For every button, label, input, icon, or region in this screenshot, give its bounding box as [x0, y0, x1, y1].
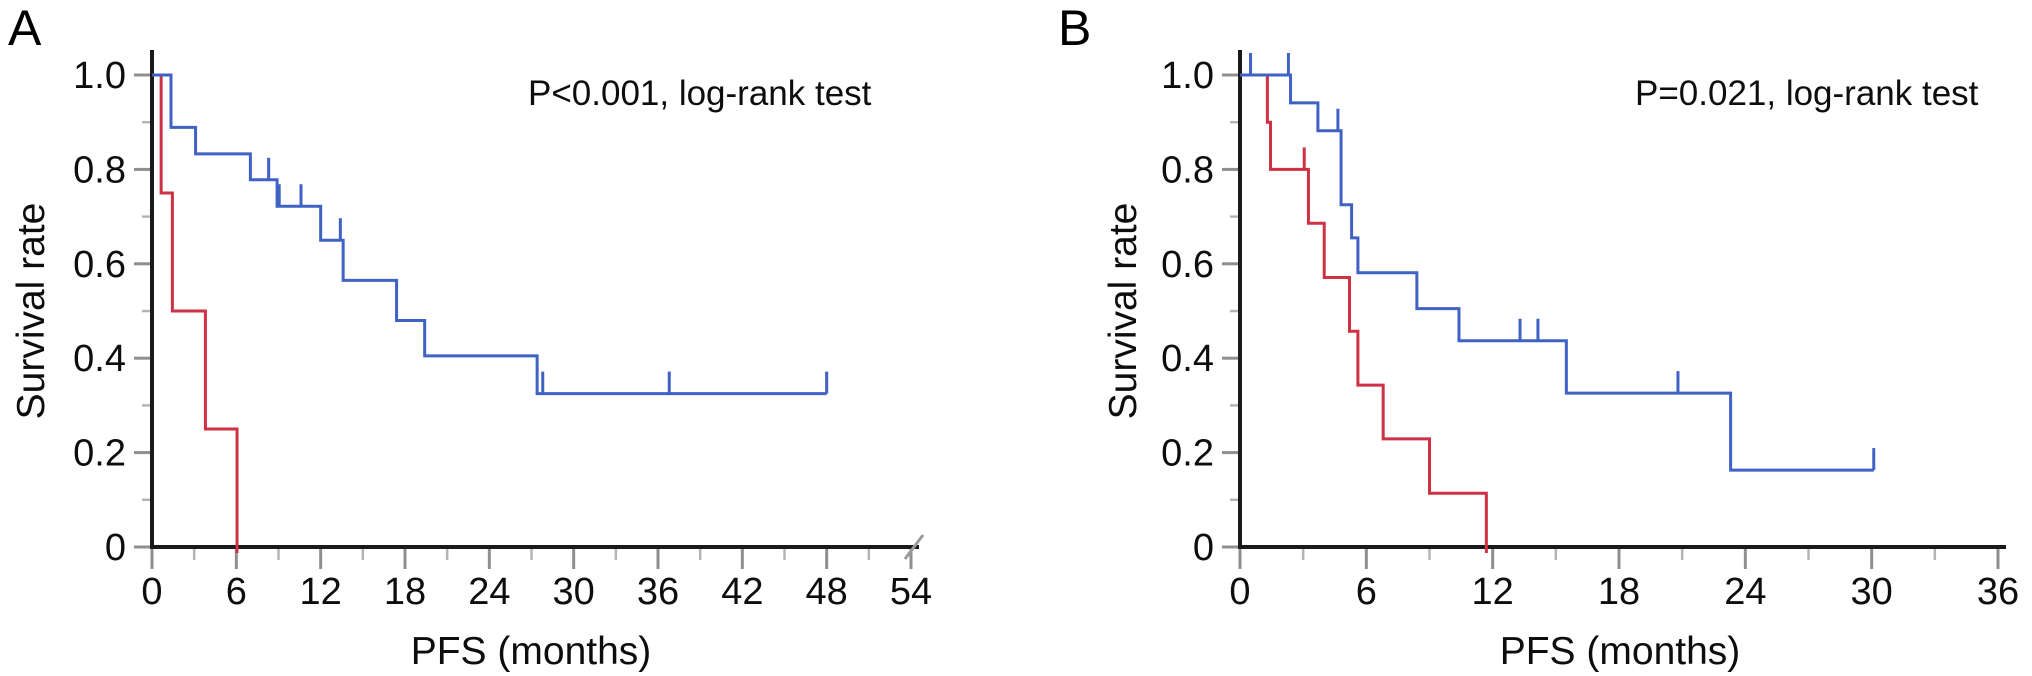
x-tick-label: 24	[468, 571, 510, 613]
y-tick-label: 0.6	[1161, 244, 1214, 286]
panel-b-x-axis-title: PFS (months)	[1499, 630, 1741, 673]
x-tick-label: 0	[1229, 571, 1250, 613]
x-tick-label: 36	[1977, 571, 2019, 613]
x-tick-label: 12	[1472, 571, 1514, 613]
y-tick-label: 0.4	[1161, 338, 1214, 380]
x-tick-label: 36	[637, 571, 679, 613]
x-tick-label: 12	[300, 571, 342, 613]
y-tick-label: 0.6	[73, 244, 126, 286]
y-tick-label: 0	[105, 527, 126, 569]
panel-b-pvalue-annotation: P=0.021, log-rank test	[1635, 74, 1979, 113]
x-tick-label: 6	[226, 571, 247, 613]
y-tick-label: 0.2	[1161, 433, 1214, 475]
x-tick-label: 30	[553, 571, 595, 613]
blue-group-curve	[1240, 73, 1874, 472]
y-tick-label: 0.4	[73, 338, 126, 380]
panel-a-letter: A	[8, 0, 42, 56]
y-tick-label: 1.0	[73, 55, 126, 97]
y-tick-label: 0	[1193, 527, 1214, 569]
x-tick-label: 6	[1356, 571, 1377, 613]
panel-a: 0 6 12 18 24 30 36 42 48 54 1.0 0.8 0.6 0.4 0.2 0 A P<0…	[8, 0, 932, 673]
panel-b-letter: B	[1058, 0, 1092, 56]
panel-b: 0 6 12 18 24 30 36 1.0 0.8 0.6 0.4 0.2 0 B P=0.021, …	[1016, 0, 2032, 676]
km-chart-panel-a: 0 6 12 18 24 30 36 42 48 54 1.0 0.8 0.6 0.4 0.2 0	[73, 50, 932, 613]
blue-group-curve	[152, 73, 827, 396]
y-tick-label: 0.2	[73, 433, 126, 475]
x-tick-label: 30	[1851, 571, 1893, 613]
panel-a-y-axis-title: Survival rate	[10, 202, 53, 420]
x-tick-label: 42	[721, 571, 763, 613]
x-tick-label: 48	[806, 571, 848, 613]
y-tick-label: 0.8	[73, 149, 126, 191]
y-tick-label: 1.0	[1161, 55, 1214, 97]
x-tick-label: 24	[1724, 571, 1766, 613]
x-tick-label: 18	[1598, 571, 1640, 613]
x-tick-label: 18	[384, 571, 426, 613]
x-tick-label: 54	[890, 571, 932, 613]
panel-a-x-axis-title: PFS (months)	[410, 630, 652, 673]
x-tick-label: 0	[141, 571, 162, 613]
red-group-curve	[152, 73, 239, 553]
y-tick-label: 0.8	[1161, 149, 1214, 191]
panel-a-pvalue-annotation: P<0.001, log-rank test	[528, 74, 872, 113]
axis-break-mark	[903, 534, 925, 560]
panel-b-y-axis-title: Survival rate	[1102, 202, 1145, 420]
km-chart-panel-b: 0 6 12 18 24 30 36 1.0 0.8 0.6 0.4 0.2 0	[1161, 50, 2019, 613]
red-group-curve	[1240, 73, 1488, 553]
